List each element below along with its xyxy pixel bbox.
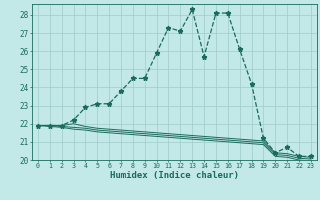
X-axis label: Humidex (Indice chaleur): Humidex (Indice chaleur) — [110, 171, 239, 180]
